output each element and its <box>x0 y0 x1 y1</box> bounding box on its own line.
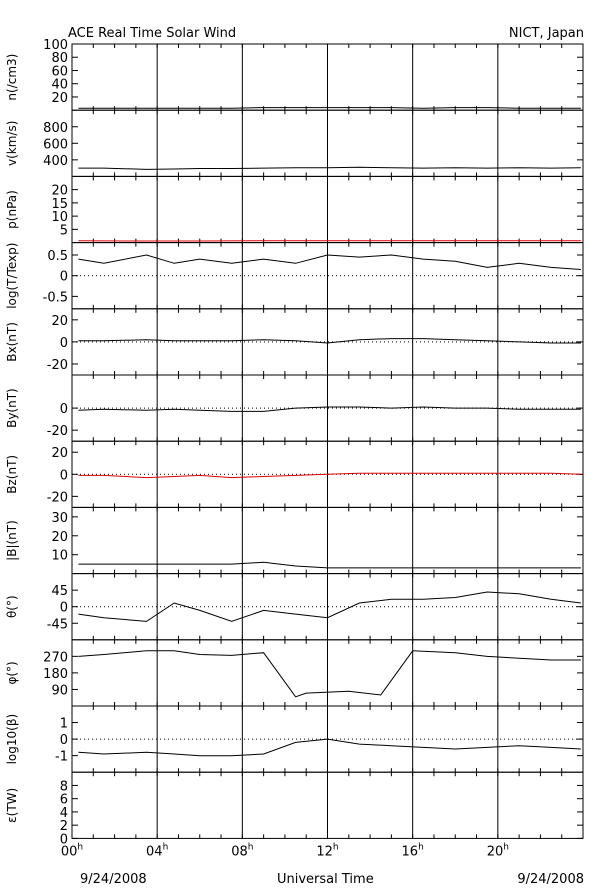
series-line-n <box>78 107 581 109</box>
series-line-bz <box>78 472 581 479</box>
y-tick-label: 90 <box>51 683 68 698</box>
y-axis-label-beta: log10(β) <box>5 714 19 765</box>
y-tick-label: 0 <box>60 336 68 351</box>
y-tick-label: 5 <box>60 223 68 238</box>
y-tick-label: -20 <box>47 490 68 505</box>
date-left: 9/24/2008 <box>80 872 147 887</box>
x-tick-label: 08h <box>231 842 253 859</box>
y-tick-label: 800 <box>43 121 68 136</box>
y-tick-label: -45 <box>47 617 68 632</box>
x-tick-label: 12h <box>316 842 338 859</box>
y-tick-label: 600 <box>43 137 68 152</box>
source-label: NICT, Japan <box>508 26 584 41</box>
y-tick-label: 20 <box>51 530 68 545</box>
y-tick-label: 0 <box>60 832 68 847</box>
y-tick-label: 80 <box>51 51 68 66</box>
x-tick-label: 04h <box>146 842 168 859</box>
x-axis-title: Universal Time <box>277 872 374 887</box>
series-line-v <box>78 166 581 170</box>
series-line-b <box>78 561 581 569</box>
chart-title: ACE Real Time Solar Wind <box>68 26 237 41</box>
y-tick-label: 0.5 <box>47 249 68 264</box>
y-axis-label-b: |B|(nT) <box>5 520 19 561</box>
y-tick-label: 1 <box>60 717 68 732</box>
series-line-theta <box>78 591 581 622</box>
y-tick-label: -1 <box>55 750 68 765</box>
y-tick-label: 15 <box>51 197 68 212</box>
y-tick-label: 20 <box>51 446 68 461</box>
series-line-t <box>78 254 581 270</box>
y-tick-label: 0 <box>60 468 68 483</box>
y-tick-label: 0 <box>60 733 68 748</box>
y-tick-label: 40 <box>51 78 68 93</box>
x-tick-label: 16h <box>402 842 424 859</box>
y-tick-label: 100 <box>43 38 68 53</box>
y-tick-label: 10 <box>51 549 68 564</box>
y-tick-label: 45 <box>51 584 68 599</box>
y-tick-label: 30 <box>51 511 68 526</box>
y-tick-label: 0 <box>60 270 68 285</box>
y-tick-label: -0.5 <box>43 290 68 305</box>
x-tick-label: 00h <box>61 842 83 859</box>
x-tick-label: 20h <box>487 842 509 859</box>
y-axis-label-phi: φ(°) <box>5 661 19 684</box>
y-tick-label: 60 <box>51 64 68 79</box>
y-tick-label: 10 <box>51 210 68 225</box>
y-axis-label-v: v(km/s) <box>5 121 19 166</box>
y-tick-label: 180 <box>43 667 68 682</box>
series-line-beta <box>78 738 581 757</box>
y-axis-label-bx: Bx(nT) <box>5 322 19 362</box>
series-line-by <box>78 406 581 412</box>
y-axis-label-p: p(nPa) <box>5 190 19 229</box>
y-tick-label: 20 <box>51 91 68 106</box>
series-line-bx <box>78 338 581 344</box>
y-tick-label: -20 <box>47 424 68 439</box>
y-tick-label: 400 <box>43 154 68 169</box>
y-axis-label-n: n(/cm3) <box>5 54 19 101</box>
y-tick-label: 2 <box>60 819 68 834</box>
y-tick-label: 20 <box>51 314 68 329</box>
y-axis-label-bz: Bz(nT) <box>5 455 19 494</box>
y-tick-label: 8 <box>60 779 68 794</box>
y-tick-label: 4 <box>60 806 68 821</box>
series-line-phi <box>78 650 581 698</box>
y-axis-label-theta: θ(°) <box>5 595 19 618</box>
y-tick-label: 270 <box>43 650 68 665</box>
y-tick-label: -20 <box>47 358 68 373</box>
y-tick-label: 0 <box>60 601 68 616</box>
date-right: 9/24/2008 <box>517 872 584 887</box>
y-tick-label: 0 <box>60 402 68 417</box>
y-axis-label-by: By(nT) <box>5 388 19 428</box>
y-axis-label-eps: ε(TW) <box>5 788 19 823</box>
y-axis-label-t: log(T/Texp) <box>5 243 19 309</box>
y-tick-label: 20 <box>51 184 68 199</box>
y-tick-label: 6 <box>60 793 68 808</box>
